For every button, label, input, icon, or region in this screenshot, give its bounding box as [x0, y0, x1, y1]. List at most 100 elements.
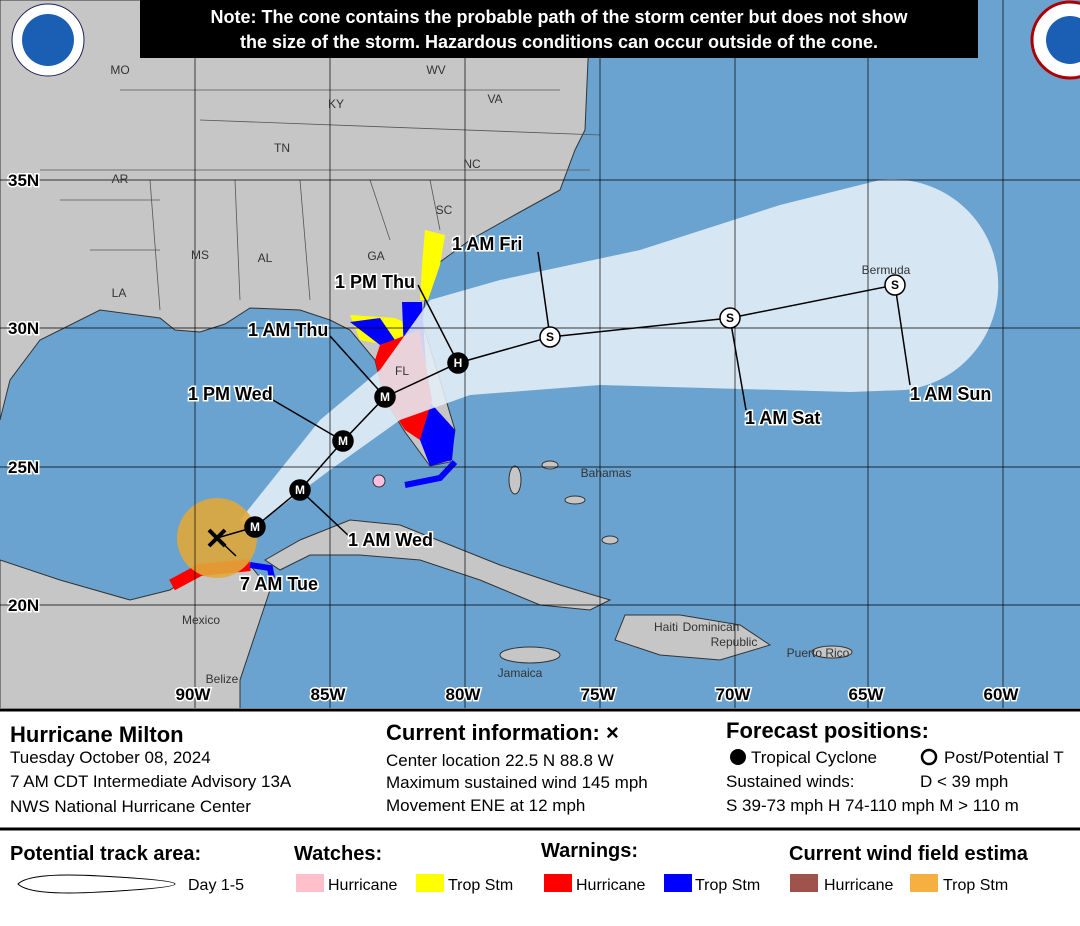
legend-wind: Current wind field estima: [789, 843, 1029, 865]
place-label: FL: [395, 364, 409, 378]
forecast-marker: [332, 430, 354, 452]
disturbance: [372, 474, 386, 488]
current-line: Maximum sustained wind 145 mph: [386, 773, 648, 792]
current-title: Current information: ×: [386, 720, 619, 745]
legend-swatch: [416, 874, 444, 892]
yucatan-ts-warning: [249, 562, 275, 579]
marker-letter: S: [891, 278, 899, 292]
forecast-marker: [374, 386, 396, 408]
island: [541, 460, 559, 470]
leader-line: [537, 251, 551, 338]
time-label: 1 AM Sat: [745, 408, 820, 428]
legend-warnings: Warnings:: [541, 840, 638, 862]
place-label: TN: [274, 141, 290, 155]
jamaica: [499, 646, 561, 664]
info-panel: [0, 708, 1080, 921]
leader-line: [265, 395, 344, 442]
current-line: Movement ENE at 12 mph: [386, 796, 585, 815]
tropical-storm-watch: [420, 230, 445, 300]
place-label: VA: [487, 92, 502, 106]
place-label: GA: [367, 249, 384, 263]
place-label: AR: [112, 172, 129, 186]
forecast-cone: [240, 179, 999, 531]
legend-item: Hurricane: [328, 877, 397, 894]
lat-label: 35N: [8, 171, 39, 190]
time-label: 1 PM Thu: [335, 272, 415, 292]
island: [564, 495, 586, 505]
noaa-logo-inner: [22, 14, 74, 66]
forecast-scale: S 39-73 mph H 74-110 mph M > 110 m: [726, 796, 1019, 815]
forecast-marker: [719, 307, 741, 329]
lat-label: 25N: [8, 458, 39, 477]
leader-line: [417, 284, 459, 364]
info-office: NWS National Hurricane Center: [10, 797, 251, 816]
lon-label: 90W: [176, 685, 212, 704]
marker-letter: S: [546, 330, 554, 344]
place-label: Puerto Rico: [787, 646, 850, 660]
legend-track: Potential track area:: [10, 843, 201, 865]
legend-watches: Watches:: [294, 843, 382, 865]
island: [508, 465, 522, 495]
time-label: 1 AM Thu: [248, 320, 328, 340]
nws-logo-inner: [1046, 16, 1080, 64]
time-label: 7 AM Tue: [240, 574, 318, 594]
legend-day: Day 1-5: [188, 877, 244, 894]
legend-item: Hurricane: [824, 877, 893, 894]
legend-item: Trop Stm: [695, 877, 760, 894]
time-label: 1 PM Wed: [188, 384, 273, 404]
place-label: KY: [328, 97, 344, 111]
place-label: Dominican: [683, 620, 740, 634]
info-advisory: 7 AM CDT Intermediate Advisory 13A: [10, 772, 292, 791]
legend-item: Trop Stm: [448, 877, 513, 894]
place-label: NC: [463, 157, 481, 171]
time-label: 1 AM Sun: [910, 384, 991, 404]
place-label: Republic: [711, 635, 758, 649]
legend-swatch: [790, 874, 818, 892]
post-icon: [920, 748, 938, 766]
leader-line: [329, 335, 386, 398]
marker-letter: H: [454, 356, 463, 370]
place-label: AL: [258, 251, 273, 265]
leader-line: [299, 489, 351, 538]
forecast-d: D < 39 mph: [920, 772, 1008, 791]
map-annotations: 35N 30N 25N 20N 90W 85W 80W 75W 70W 65W 60W MO WV KY V…: [7, 63, 1021, 706]
lon-label: 75W: [581, 685, 617, 704]
legend-swatch: [544, 874, 572, 892]
place-label: SC: [436, 203, 453, 217]
lon-label: 85W: [311, 685, 347, 704]
cone-icon: [17, 874, 176, 894]
state-borders: [40, 39, 601, 311]
legend-swatch: [910, 874, 938, 892]
forecast-title: Forecast positions:: [726, 718, 929, 743]
island: [601, 535, 619, 545]
place-label: Mexico: [182, 613, 220, 627]
legend-item: Trop Stm: [943, 877, 1008, 894]
legend-item: Hurricane: [576, 877, 645, 894]
marker-letter: M: [338, 434, 348, 448]
place-label: Bermuda: [862, 263, 911, 277]
place-label: Haiti: [654, 620, 678, 634]
legend-swatch: [664, 874, 692, 892]
lon-label: 60W: [984, 685, 1020, 704]
leader-line: [216, 537, 237, 557]
note-box: [140, 0, 978, 58]
puerto-rico: [811, 645, 853, 659]
marker-letter: M: [250, 520, 260, 534]
place-label: MO: [110, 63, 129, 77]
tropical-storm-warning: [350, 318, 395, 345]
place-label: Jamaica: [498, 666, 543, 680]
info-date: Tuesday October 08, 2024: [10, 748, 211, 767]
place-label: LA: [112, 286, 127, 300]
legend-swatch: [296, 874, 324, 892]
forecast-winds: Sustained winds:: [726, 772, 855, 791]
lat-label: 30N: [8, 319, 39, 338]
forecast-marker: [447, 352, 469, 374]
marker-letter: M: [380, 390, 390, 404]
graticule: [0, 0, 1080, 708]
forecast-marker: [244, 516, 266, 538]
lon-label: 80W: [446, 685, 482, 704]
lon-label: 65W: [849, 685, 885, 704]
leader-line: [729, 317, 747, 411]
place-label: Belize: [206, 672, 239, 686]
